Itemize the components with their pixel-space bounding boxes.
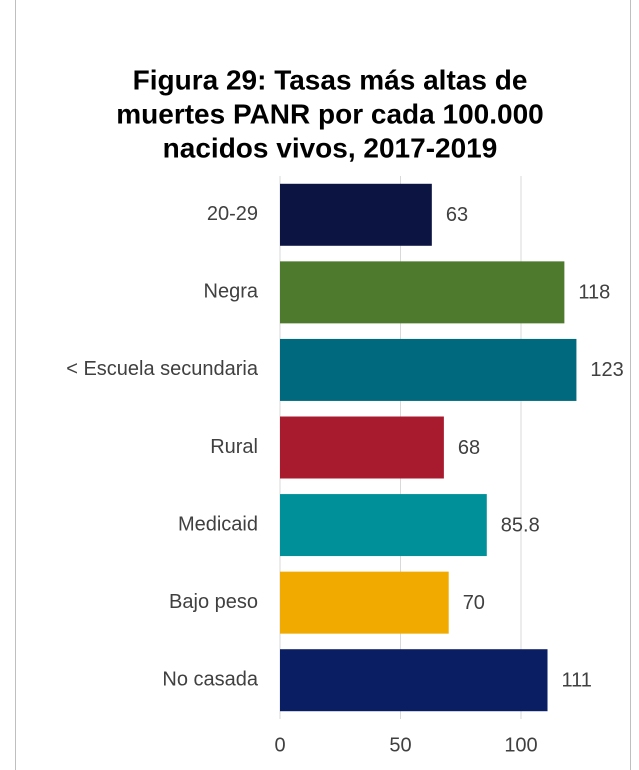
chart-title: Figura 29: Tasas más altas de <box>133 64 528 95</box>
bar <box>280 494 487 557</box>
bar <box>280 261 565 324</box>
bar <box>280 571 449 634</box>
y-tick-label: Bajo peso <box>169 591 258 613</box>
value-label: 85.8 <box>501 514 540 536</box>
y-tick-label: No casada <box>162 668 258 690</box>
x-tick-label: 100 <box>504 734 537 756</box>
value-label: 111 <box>562 669 592 691</box>
bar <box>280 416 444 479</box>
y-tick-label: < Escuela secundaria <box>66 358 259 380</box>
x-tick-label: 0 <box>274 734 285 756</box>
value-label: 70 <box>463 592 485 614</box>
chart-title: muertes PANR por cada 100.000 <box>116 98 543 129</box>
value-label: 123 <box>590 359 623 381</box>
y-tick-label: Medicaid <box>178 513 258 535</box>
bar <box>280 183 432 246</box>
value-label: 63 <box>446 204 468 226</box>
value-label: 118 <box>578 282 610 304</box>
chart-title: nacidos vivos, 2017-2019 <box>163 132 498 163</box>
value-label: 68 <box>458 437 480 459</box>
y-tick-label: Rural <box>210 436 258 458</box>
bar <box>280 649 548 712</box>
bar <box>280 338 577 401</box>
y-tick-label: Negra <box>204 281 259 303</box>
x-tick-label: 50 <box>389 734 411 756</box>
y-tick-label: 20-29 <box>207 203 258 225</box>
